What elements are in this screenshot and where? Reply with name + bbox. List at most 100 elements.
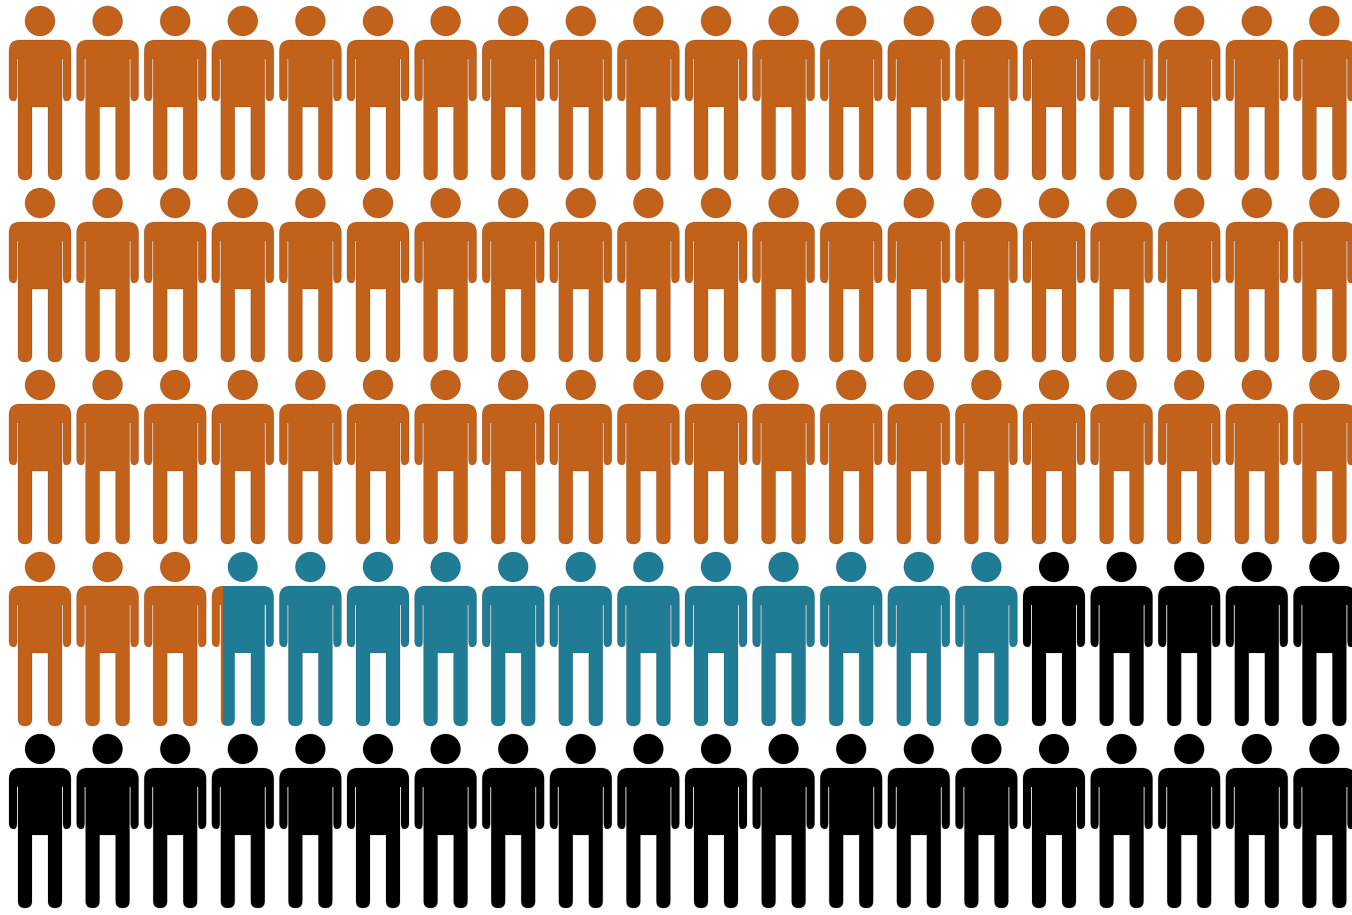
person-icon-shape: [481, 187, 545, 363]
person-icon-shape: [1292, 551, 1352, 727]
person-icon-shape: [211, 5, 275, 181]
person-icon-shape: [1157, 733, 1221, 909]
person-icon-shape: [887, 369, 951, 545]
person-icon: [346, 551, 410, 727]
person-icon-shape: [8, 5, 72, 181]
person-icon-shape: [414, 551, 478, 727]
person-icon-shape: [1157, 369, 1221, 545]
person-icon: [278, 551, 342, 727]
person-icon: [616, 551, 680, 727]
person-icon-shape: [143, 187, 207, 363]
person-icon: [76, 551, 140, 727]
person-icon-shape: [1292, 187, 1352, 363]
person-icon-shape: [414, 187, 478, 363]
person-icon: [684, 187, 748, 363]
person-icon-shape: [684, 5, 748, 181]
person-icon-shape: [1090, 369, 1154, 545]
person-icon-shape: [76, 187, 140, 363]
person-icon-shape: [211, 187, 275, 363]
person-icon: [549, 551, 613, 727]
person-icon-shape: [616, 5, 680, 181]
person-icon: [752, 551, 816, 727]
person-icon-shape: [1157, 551, 1221, 727]
person-icon: [76, 733, 140, 909]
person-icon-shape: [954, 733, 1018, 909]
person-icon: [752, 5, 816, 181]
person-icon-shape: [819, 733, 883, 909]
person-icon-shape: [954, 551, 1018, 727]
person-icon: [1292, 5, 1352, 181]
person-icon: [8, 551, 72, 727]
person-icon-shape: [616, 369, 680, 545]
person-icon: [1225, 733, 1289, 909]
person-icon: [954, 733, 1018, 909]
person-icon-shape: [414, 369, 478, 545]
person-icon-shape: [1225, 187, 1289, 363]
person-icon-shape: [1022, 187, 1086, 363]
person-icon: [414, 551, 478, 727]
person-icon-shape: [549, 733, 613, 909]
person-icon-shape: [278, 733, 342, 909]
person-icon: [211, 733, 275, 909]
person-icon-shape: [346, 551, 410, 727]
person-icon: [1022, 733, 1086, 909]
person-icon-shape: [752, 733, 816, 909]
person-icon-shape: [887, 733, 951, 909]
person-icon: [819, 369, 883, 545]
person-icon-shape: [954, 5, 1018, 181]
person-icon-shape: [684, 733, 748, 909]
person-icon: [481, 5, 545, 181]
person-icon-shape: [346, 5, 410, 181]
person-icon: [684, 369, 748, 545]
person-icon: [954, 5, 1018, 181]
person-icon: [954, 551, 1018, 727]
person-icon-shape: [887, 5, 951, 181]
person-icon-shape: [1292, 5, 1352, 181]
person-icon-shape: [684, 551, 748, 727]
person-icon: [887, 5, 951, 181]
person-icon: [8, 369, 72, 545]
person-icon: [414, 733, 478, 909]
person-icon-shape: [954, 369, 1018, 545]
person-icon: [211, 187, 275, 363]
person-icon: [278, 5, 342, 181]
person-icon: [1090, 369, 1154, 545]
person-icon: [1022, 369, 1086, 545]
person-icon-shape: [954, 187, 1018, 363]
person-icon-shape: [819, 187, 883, 363]
person-icon-shape: [616, 187, 680, 363]
person-icon: [481, 187, 545, 363]
person-icon-shape: [549, 5, 613, 181]
person-icon-shape: [8, 733, 72, 909]
person-icon-shape: [616, 733, 680, 909]
person-icon: [278, 733, 342, 909]
person-icon: [1157, 733, 1221, 909]
person-icon: [954, 187, 1018, 363]
person-icon: [752, 187, 816, 363]
person-icon-shape: [1022, 369, 1086, 545]
person-icon-shape: [8, 551, 72, 727]
person-icon: [549, 187, 613, 363]
person-icon: [143, 369, 207, 545]
person-icon: [1090, 733, 1154, 909]
person-icon: [481, 369, 545, 545]
person-icon: [752, 369, 816, 545]
person-icon: [76, 5, 140, 181]
person-icon: [887, 369, 951, 545]
person-icon-shape: [211, 733, 275, 909]
person-icon: [1022, 187, 1086, 363]
person-icon-segment: [211, 586, 224, 725]
person-icon-shape: [684, 187, 748, 363]
person-icon: [752, 733, 816, 909]
person-icon: [1225, 187, 1289, 363]
person-icon: [684, 733, 748, 909]
person-icon-shape: [481, 551, 545, 727]
person-icon-shape: [1090, 551, 1154, 727]
person-icon-shape: [414, 5, 478, 181]
person-icon: [8, 187, 72, 363]
person-icon-shape: [819, 551, 883, 727]
person-icon: [819, 187, 883, 363]
person-icon: [887, 187, 951, 363]
person-icon-shape: [1022, 551, 1086, 727]
